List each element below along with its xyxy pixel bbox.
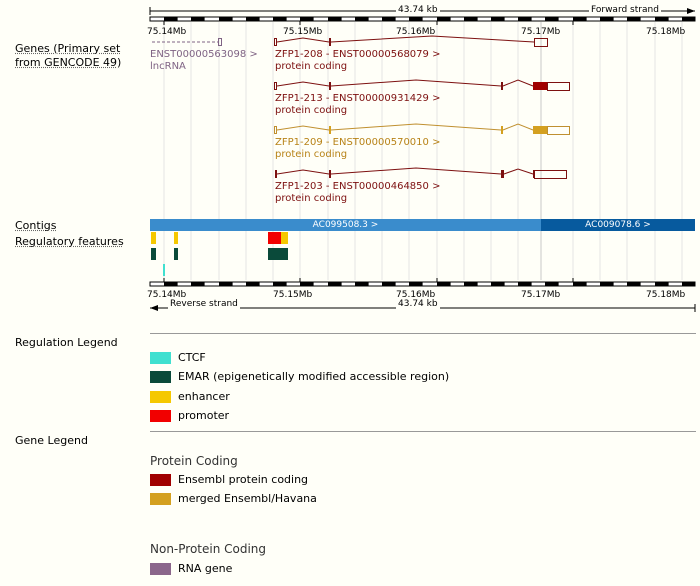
- contig-bar-ac009078: [541, 219, 695, 231]
- scale-tick-label: 75.16Mb: [396, 290, 436, 300]
- legend-label: enhancer: [178, 390, 230, 403]
- transcript-biotype: protein coding: [275, 193, 348, 204]
- divider: [150, 333, 696, 334]
- grid-lines: [163, 22, 683, 280]
- transcript-name: ZFP1-208 - ENST00000568079 >: [275, 49, 441, 60]
- transcript-biotype: lncRNA: [150, 61, 186, 72]
- contig-ac009078[interactable]: AC009078.6 >: [585, 220, 651, 230]
- transcript-zfp1-209: [274, 123, 570, 135]
- transcript-name: ZFP1-209 - ENST00000570010 >: [275, 137, 441, 148]
- transcript-biotype: protein coding: [275, 149, 348, 160]
- legend-item-enhancer: enhancer: [150, 390, 230, 403]
- swatch-ensembl-protein-coding: [150, 473, 171, 486]
- bottom-span-label: 43.74 kb: [396, 299, 440, 309]
- swatch-ctcf: [150, 351, 171, 364]
- top-scale-bar: [149, 16, 696, 25]
- transcript-name: ZFP1-203 - ENST00000464850 >: [275, 181, 441, 192]
- swatch-rna-gene: [150, 562, 171, 575]
- legend-label: Ensembl protein coding: [178, 473, 309, 486]
- scale-tick-label: 75.17Mb: [521, 290, 561, 300]
- contig-ac099508[interactable]: AC099508.3 >: [312, 220, 379, 230]
- top-span-label: 43.74 kb: [396, 5, 440, 15]
- legend-group-title: Protein Coding: [150, 454, 238, 468]
- scale-tick-label: 75.18Mb: [646, 27, 686, 37]
- transcript-label-zfp1-209[interactable]: ZFP1-209 - ENST00000570010 > protein cod…: [275, 137, 440, 161]
- transcript-label-enst00000563098[interactable]: ENST00000563098 > lncRNA: [150, 49, 258, 73]
- legend-label: RNA gene: [178, 562, 233, 575]
- regulation-legend-title: Regulation Legend: [15, 336, 118, 349]
- transcript-biotype: protein coding: [275, 105, 348, 116]
- genes-track-label[interactable]: Genes (Primary set from GENCODE 49): [15, 42, 122, 69]
- scale-tick-label: 75.17Mb: [521, 27, 561, 37]
- legend-item-promoter: promoter: [150, 409, 229, 422]
- legend-item-emar: EMAR (epigenetically modified accessible…: [150, 370, 449, 383]
- swatch-promoter: [150, 409, 171, 422]
- legend-label: promoter: [178, 409, 230, 422]
- scale-tick-label: 75.14Mb: [147, 27, 187, 37]
- legend-label: merged Ensembl/Havana: [178, 492, 317, 505]
- scale-tick-label: 75.16Mb: [396, 27, 436, 37]
- legend-item-merged-ensembl-havana: merged Ensembl/Havana: [150, 492, 317, 505]
- legend-item-ensembl-protein-coding: Ensembl protein coding: [150, 473, 308, 486]
- swatch-enhancer: [150, 390, 171, 403]
- gene-legend-title: Gene Legend: [15, 434, 88, 447]
- transcript-name: ZFP1-213 - ENST00000931429 >: [275, 93, 441, 104]
- scale-tick-label: 75.15Mb: [273, 290, 313, 300]
- scale-tick-label: 75.15Mb: [283, 27, 323, 37]
- legend-item-rna-gene: RNA gene: [150, 562, 232, 575]
- legend-label: CTCF: [178, 351, 206, 364]
- reverse-strand-label: Reverse strand: [168, 299, 240, 309]
- transcript-biotype: protein coding: [275, 61, 348, 72]
- contig-bar-ac099508: [150, 219, 541, 231]
- regulatory-track-label[interactable]: Regulatory features: [15, 235, 124, 248]
- legend-group-title: Non-Protein Coding: [150, 542, 267, 556]
- scale-tick-label: 75.14Mb: [147, 290, 187, 300]
- transcript-label-zfp1-208[interactable]: ZFP1-208 - ENST00000568079 > protein cod…: [275, 49, 440, 73]
- contigs-track-label[interactable]: Contigs: [15, 219, 57, 232]
- swatch-merged-ensembl-havana: [150, 492, 171, 505]
- transcript-label-zfp1-213[interactable]: ZFP1-213 - ENST00000931429 > protein cod…: [275, 93, 440, 117]
- transcript-label-zfp1-203[interactable]: ZFP1-203 - ENST00000464850 > protein cod…: [275, 181, 440, 205]
- legend-item-ctcf: CTCF: [150, 351, 206, 364]
- bottom-scale-bar: [149, 278, 696, 287]
- transcript-zfp1-203: [275, 167, 567, 179]
- transcript-enst00000563098: [152, 38, 222, 46]
- swatch-emar: [150, 370, 171, 383]
- divider: [150, 431, 696, 432]
- regulatory-features: [151, 232, 288, 276]
- scale-tick-label: 75.18Mb: [646, 290, 686, 300]
- transcript-zfp1-208: [274, 35, 548, 47]
- transcript-zfp1-213: [274, 79, 570, 91]
- legend-label: EMAR (epigenetically modified accessible…: [178, 370, 450, 383]
- forward-strand-label: Forward strand: [589, 5, 661, 15]
- transcript-name: ENST00000563098 >: [150, 49, 258, 60]
- genome-browser-panel: [149, 7, 696, 312]
